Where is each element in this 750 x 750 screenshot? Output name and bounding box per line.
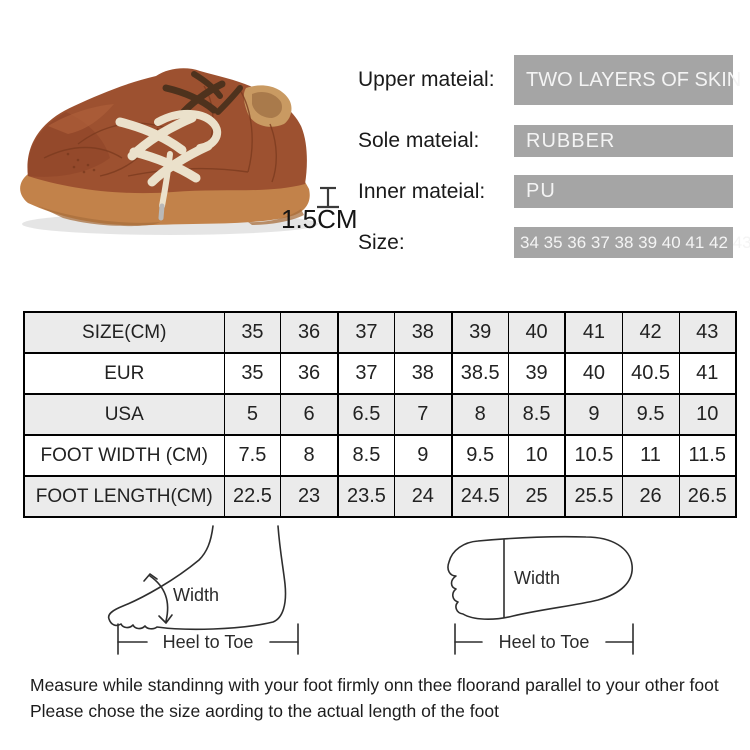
width-label: Width <box>173 585 219 605</box>
size-cell: 37 <box>336 311 396 354</box>
size-cell: 10.5 <box>564 434 623 477</box>
foot-top-view-diagram: Width Heel to Toe <box>447 535 634 655</box>
row-header-cell: FOOT WIDTH (CM) <box>23 434 225 477</box>
size-cell: 8.5 <box>336 434 396 477</box>
table-row: USA 5 6 6.5 7 8 8.5 9 9.5 10 <box>23 393 737 436</box>
product-photo-shoe <box>20 68 318 235</box>
size-cell: 25.5 <box>564 475 623 518</box>
row-header-cell: EUR <box>23 352 225 395</box>
size-cell: 43 <box>678 311 737 354</box>
size-cell: 36 <box>280 352 339 395</box>
size-cell: 7 <box>394 393 452 436</box>
material-label: Size: <box>358 230 405 254</box>
size-cell: 7.5 <box>223 434 282 477</box>
material-sizes-badge: 34 35 36 37 38 39 40 41 42 43 <box>514 227 750 258</box>
size-cell: 9.5 <box>450 434 509 477</box>
measure-note-line2: Please chose the size aording to the act… <box>30 700 499 721</box>
size-cell: 37 <box>336 352 396 395</box>
size-cell: 38 <box>394 311 452 354</box>
size-cell: 6 <box>280 393 339 436</box>
size-cell: 6.5 <box>336 393 396 436</box>
size-cell: 10 <box>678 393 737 436</box>
size-cell: 11 <box>621 434 680 477</box>
row-header-cell: FOOT LENGTH(CM) <box>23 475 225 518</box>
table-row: FOOT WIDTH (CM) 7.5 8 8.5 9 9.5 10 10.5 … <box>23 434 737 477</box>
material-value-badge: RUBBER <box>514 125 733 157</box>
size-cell: 25 <box>507 475 566 518</box>
width-label: Width <box>514 568 560 588</box>
size-cell: 38 <box>394 352 452 395</box>
size-cell: 9 <box>394 434 452 477</box>
row-header-cell: SIZE(CM) <box>23 311 225 354</box>
size-cell: 22.5 <box>223 475 282 518</box>
lace-aglet <box>158 203 165 221</box>
heel-to-toe-label: Heel to Toe <box>163 632 254 652</box>
table-row: FOOT LENGTH(CM) 22.5 23 23.5 24 24.5 25 … <box>23 475 737 518</box>
material-row-size: Size: 34 35 36 37 38 39 40 41 42 43 <box>358 227 750 258</box>
material-row-upper: Upper mateial: TWO LAYERS OF SKIN <box>358 55 741 105</box>
material-row-sole: Sole mateial: RUBBER <box>358 125 733 157</box>
size-cell: 38.5 <box>450 352 509 395</box>
heel-to-toe-label: Heel to Toe <box>499 632 590 652</box>
size-cell: 5 <box>223 393 282 436</box>
size-cell: 11.5 <box>678 434 737 477</box>
size-cell: 26.5 <box>678 475 737 518</box>
size-cell: 39 <box>450 311 509 354</box>
material-label: Sole mateial: <box>358 129 480 152</box>
size-cell: 42 <box>621 311 680 354</box>
size-cell: 40.5 <box>621 352 680 395</box>
size-cell: 35 <box>223 352 282 395</box>
table-row: EUR 35 36 37 38 38.5 39 40 40.5 41 <box>23 352 737 395</box>
material-label: Inner mateial: <box>358 179 486 203</box>
material-label: Upper mateial: <box>358 68 495 91</box>
size-conversion-table: SIZE(CM) 35 36 37 38 39 40 41 42 43 EUR … <box>23 311 737 518</box>
measure-note-line1: Measure while standinng with your foot f… <box>30 674 719 695</box>
material-value-badge: TWO LAYERS OF SKIN <box>514 55 741 105</box>
size-cell: 24 <box>394 475 452 518</box>
size-cell: 8 <box>280 434 339 477</box>
size-cell: 40 <box>507 311 566 354</box>
heel-height-label: 1.5CM <box>281 204 358 234</box>
size-cell: 41 <box>678 352 737 395</box>
foot-side-outline <box>107 525 287 631</box>
size-cell: 26 <box>621 475 680 518</box>
size-cell: 23 <box>280 475 339 518</box>
footprint-outline <box>447 535 633 620</box>
size-cell: 24.5 <box>450 475 509 518</box>
foot-side-view-diagram: Width Heel to Toe <box>107 525 299 655</box>
heel-height-measure-icon <box>317 186 339 209</box>
size-cell: 9.5 <box>621 393 680 436</box>
table-row: SIZE(CM) 35 36 37 38 39 40 41 42 43 <box>23 311 737 354</box>
row-header-cell: USA <box>23 393 225 436</box>
material-row-inner: Inner mateial: PU <box>358 175 733 208</box>
size-cell: 41 <box>564 311 623 354</box>
size-cell: 40 <box>564 352 623 395</box>
size-cell: 36 <box>280 311 339 354</box>
cream-laces <box>115 109 222 209</box>
size-cell: 9 <box>564 393 623 436</box>
size-cell: 8.5 <box>507 393 566 436</box>
width-arrow <box>149 575 169 622</box>
material-value-badge: PU <box>514 175 733 208</box>
toe-perforations <box>66 152 96 174</box>
size-cell: 10 <box>507 434 566 477</box>
size-cell: 35 <box>223 311 282 354</box>
size-cell: 39 <box>507 352 566 395</box>
size-cell: 23.5 <box>336 475 396 518</box>
size-cell: 8 <box>450 393 509 436</box>
